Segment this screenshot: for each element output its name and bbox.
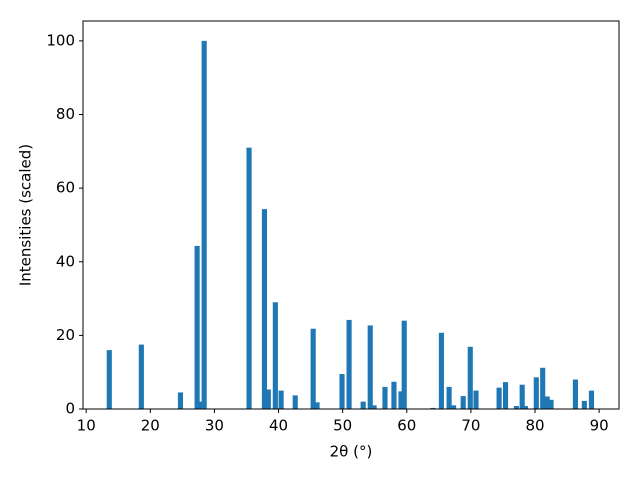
bar [382,386,388,409]
bar [533,377,539,409]
x-tick-label: 70 [461,417,480,435]
bar [460,396,466,409]
bar [360,401,366,409]
bar [572,379,578,409]
x-tick-label: 50 [333,417,352,435]
bar [371,405,377,409]
bar [438,332,444,409]
y-tick-label: 80 [56,105,75,123]
x-tick-label: 40 [269,417,288,435]
bar [398,391,404,409]
bar [519,384,525,409]
bar [473,390,479,409]
bar [339,374,345,409]
x-tick-label: 80 [525,417,544,435]
y-tick-label: 100 [46,31,75,49]
bar [430,407,436,409]
bar [451,405,457,409]
bar [522,406,528,409]
bar [246,147,252,409]
plot-frame [82,20,620,410]
y-tick-label: 20 [56,326,75,344]
bar [278,390,284,409]
bar [177,392,184,409]
bar [265,389,271,409]
bar [391,381,397,409]
bar [292,395,298,409]
bar [544,396,550,409]
bar [496,387,502,409]
bar [198,401,204,409]
y-tick-label: 40 [56,252,75,270]
y-tick-label: 0 [65,400,75,418]
bar [201,40,207,409]
bar [588,390,594,409]
bar [194,245,200,409]
x-axis-label: 2θ (°) [330,443,373,461]
bar [261,209,268,409]
y-tick-label: 60 [56,179,75,197]
x-tick-label: 10 [77,417,96,435]
bar [401,320,407,409]
bar [502,382,509,409]
bar [138,344,144,409]
bar [106,350,112,409]
bar [310,328,316,409]
bar [314,402,320,409]
bar [540,367,546,409]
bar [548,399,554,409]
y-axis-label: Intensities (scaled) [17,144,35,286]
bar [346,319,352,409]
x-tick-label: 20 [141,417,160,435]
bar [467,346,473,409]
bar [581,400,587,409]
bar [272,302,278,409]
bar [446,386,452,409]
x-tick-label: 90 [590,417,609,435]
bar [513,406,519,409]
x-tick-label: 60 [397,417,416,435]
x-tick-label: 30 [205,417,224,435]
bar [367,325,373,409]
